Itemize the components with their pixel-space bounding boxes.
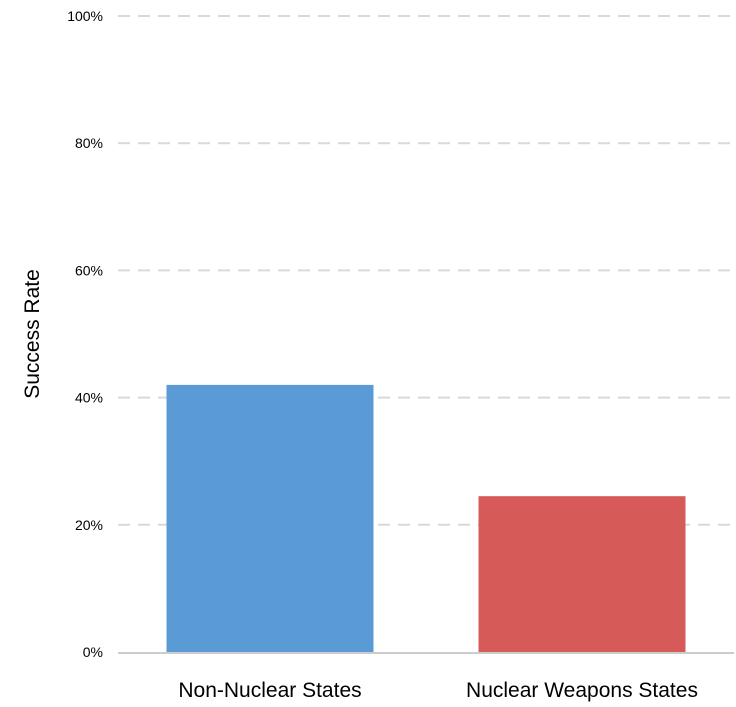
y-axis-ticks: 0% 20% 40% 60% 80% 100% (67, 8, 103, 660)
y-tick-label: 60% (75, 262, 103, 278)
x-category-label: Non-Nuclear States (178, 679, 361, 702)
y-tick-label: 20% (75, 517, 103, 533)
bars (166, 384, 686, 652)
x-category-label: Nuclear Weapons States (466, 679, 698, 702)
bar (166, 384, 374, 652)
y-tick-label: 100% (67, 8, 103, 24)
y-tick-label: 40% (75, 390, 103, 406)
x-axis-categories: Non-Nuclear States Nuclear Weapons States (178, 679, 698, 702)
y-tick-label: 80% (75, 135, 103, 151)
bar (478, 496, 686, 652)
y-axis-title: Success Rate (21, 269, 44, 399)
y-tick-label: 0% (83, 644, 103, 660)
